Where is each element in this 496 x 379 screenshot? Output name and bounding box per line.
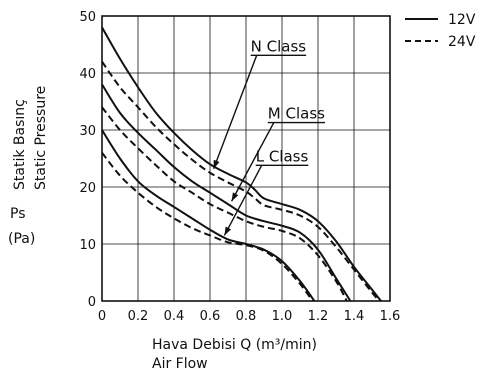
- y-axis-unit: (Pa): [8, 231, 35, 247]
- y-axis-label-line2: Static Pressure: [33, 86, 49, 190]
- x-tick-label: 0.2: [128, 309, 149, 324]
- y-tick-label: 10: [79, 238, 96, 253]
- class-arrowhead-0: [213, 159, 220, 169]
- plot-frame: [101, 15, 391, 302]
- curves-group: [101, 26, 382, 302]
- class-label-2: L Class: [256, 147, 309, 165]
- x-tick-label: 0.8: [236, 309, 257, 324]
- class-label-0: N Class: [251, 37, 307, 55]
- x-tick-label: 0.4: [164, 309, 185, 324]
- series-line-l-12v: [101, 129, 316, 302]
- class-arrowhead-2: [224, 226, 232, 236]
- x-tick-label: 1.0: [272, 309, 293, 324]
- x-tick-label: 1.2: [308, 309, 329, 324]
- legend-label-12v: 12V: [448, 12, 476, 28]
- y-tick-label: 30: [79, 124, 96, 139]
- x-axis-label-line2: Air Flow: [152, 356, 208, 372]
- series-line-n-24v: [101, 61, 380, 302]
- series-line-m-24v: [101, 106, 348, 302]
- series-line-m-12v: [101, 83, 352, 302]
- class-leader-line-0: [212, 55, 258, 170]
- y-tick-label: 50: [79, 10, 96, 25]
- series-line-l-24v: [101, 152, 314, 302]
- class-label-1: M Class: [268, 105, 325, 123]
- grid-lines: [101, 15, 391, 302]
- y-tick-label: 0: [88, 295, 96, 310]
- class-leader-line-1: [230, 122, 275, 202]
- y-axis-symbol: Ps: [10, 206, 26, 222]
- legend-label-24v: 24V: [448, 34, 476, 50]
- x-tick-label: 0: [98, 309, 106, 324]
- y-axis-label-line1: Statik Basınç: [12, 99, 28, 190]
- x-tick-labels: 0 0.2 0.4 0.6 0.8 1.0 1.2 1.4 1.6: [98, 309, 400, 324]
- class-leader-line-2: [223, 165, 263, 236]
- legend: 12V 24V: [405, 12, 476, 50]
- series-line-n-12v: [101, 26, 382, 302]
- x-tick-label: 1.4: [344, 309, 365, 324]
- class-arrowhead-1: [231, 192, 239, 202]
- y-tick-label: 20: [79, 181, 96, 196]
- x-tick-label: 0.6: [200, 309, 221, 324]
- class-annotations: N Class M Class L Class: [212, 37, 325, 236]
- y-tick-label: 40: [79, 67, 96, 82]
- y-tick-labels: 0 10 20 30 40 50: [79, 10, 96, 310]
- x-tick-label: 1.6: [380, 309, 401, 324]
- x-axis-label-line1: Hava Debisi Q (m³/min): [152, 337, 317, 353]
